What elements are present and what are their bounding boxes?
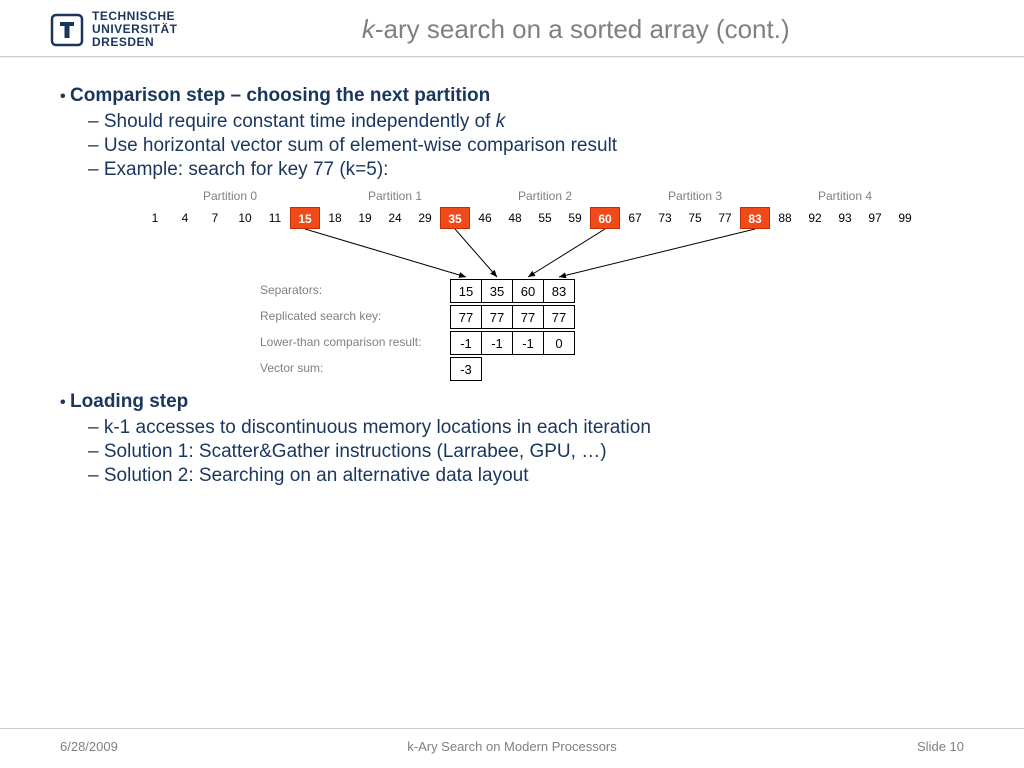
partition-label: Partition 0 <box>140 189 320 203</box>
array-cell: 19 <box>350 207 380 229</box>
array-cell: 35 <box>440 207 470 229</box>
footer: 6/28/2009 k-Ary Search on Modern Process… <box>0 728 1024 768</box>
footer-title: k-Ary Search on Modern Processors <box>0 739 1024 754</box>
array-cell: 55 <box>530 207 560 229</box>
array-cell: 1 <box>140 207 170 229</box>
vsum-label: Vector sum: <box>260 361 450 375</box>
ltcomp-cells: -1-1-10 <box>450 331 575 355</box>
header: TECHNISCHE UNIVERSITÄT DRESDEN k-ary sea… <box>0 0 1024 57</box>
array-cell: 18 <box>320 207 350 229</box>
bullet-comparison: Comparison step – choosing the next part… <box>60 85 964 181</box>
replicated-cells: 77777777 <box>450 305 575 329</box>
load-sub-1: Solution 1: Scatter&Gather instructions … <box>88 441 964 463</box>
table-cell: -1 <box>481 331 513 355</box>
table-cell: 15 <box>450 279 482 303</box>
array-cell: 60 <box>590 207 620 229</box>
table-cell: 83 <box>543 279 575 303</box>
table-cell: 77 <box>512 305 544 329</box>
table-cell: -1 <box>512 331 544 355</box>
array-cell: 29 <box>410 207 440 229</box>
partition-label: Partition 4 <box>770 189 920 203</box>
bullet-loading: Loading step k-1 accesses to discontinuo… <box>60 391 964 487</box>
array-cell: 67 <box>620 207 650 229</box>
comp-sub-0: Should require constant time independent… <box>88 111 964 133</box>
load-sub-0: k-1 accesses to discontinuous memory loc… <box>88 417 964 439</box>
table-cell: 77 <box>481 305 513 329</box>
replicated-label: Replicated search key: <box>260 309 450 323</box>
table-cell: -3 <box>450 357 482 381</box>
diagram: Partition 0Partition 1Partition 2Partiti… <box>140 189 964 381</box>
content: Comparison step – choosing the next part… <box>0 57 1024 487</box>
logo: TECHNISCHE UNIVERSITÄT DRESDEN <box>50 10 178 50</box>
partition-labels: Partition 0Partition 1Partition 2Partiti… <box>140 189 964 203</box>
array-cell: 48 <box>500 207 530 229</box>
load-sub-2: Solution 2: Searching on an alternative … <box>88 465 964 487</box>
array-row: 1471011151819242935464855596067737577838… <box>140 207 964 229</box>
array-cell: 88 <box>770 207 800 229</box>
array-cell: 73 <box>650 207 680 229</box>
arrows <box>140 229 900 279</box>
array-cell: 24 <box>380 207 410 229</box>
table-zone: Separators: 15356083 Replicated search k… <box>260 279 964 381</box>
comp-sub-2: Example: search for key 77 (k=5): <box>88 159 964 181</box>
table-cell: 0 <box>543 331 575 355</box>
table-cell: 77 <box>450 305 482 329</box>
array-cell: 7 <box>200 207 230 229</box>
table-cell: 77 <box>543 305 575 329</box>
array-cell: 77 <box>710 207 740 229</box>
partition-label: Partition 2 <box>470 189 620 203</box>
partition-label: Partition 3 <box>620 189 770 203</box>
array-cell: 83 <box>740 207 770 229</box>
table-cell: 35 <box>481 279 513 303</box>
table-cell: -1 <box>450 331 482 355</box>
array-cell: 75 <box>680 207 710 229</box>
array-cell: 99 <box>890 207 920 229</box>
array-cell: 92 <box>800 207 830 229</box>
uni-line3: DRESDEN <box>92 36 178 49</box>
array-cell: 4 <box>170 207 200 229</box>
table-cell: 60 <box>512 279 544 303</box>
ltcomp-label: Lower-than comparison result: <box>260 335 450 349</box>
array-cell: 59 <box>560 207 590 229</box>
separators-cells: 15356083 <box>450 279 575 303</box>
array-cell: 93 <box>830 207 860 229</box>
array-cell: 10 <box>230 207 260 229</box>
array-cell: 15 <box>290 207 320 229</box>
partition-label: Partition 1 <box>320 189 470 203</box>
comp-sub-1: Use horizontal vector sum of element-wis… <box>88 135 964 157</box>
array-cell: 97 <box>860 207 890 229</box>
array-cell: 11 <box>260 207 290 229</box>
page-title: k-ary search on a sorted array (cont.) <box>178 14 974 45</box>
array-cell: 46 <box>470 207 500 229</box>
separators-label: Separators: <box>260 283 450 297</box>
vsum-cells: -3 <box>450 357 482 381</box>
tu-dresden-icon <box>50 13 84 47</box>
